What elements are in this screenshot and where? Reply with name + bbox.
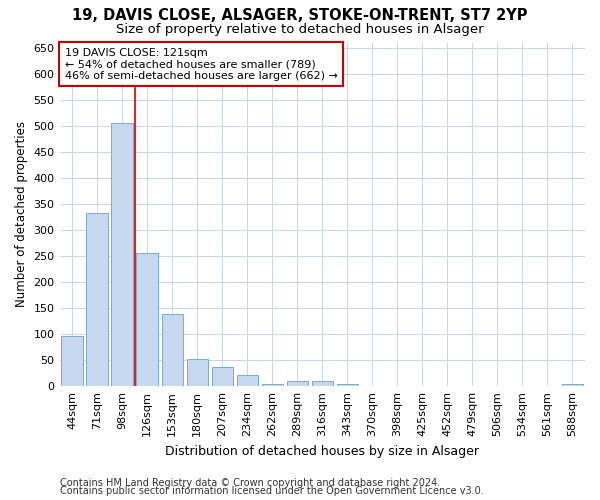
Y-axis label: Number of detached properties: Number of detached properties (15, 122, 28, 308)
Text: 19 DAVIS CLOSE: 121sqm
← 54% of detached houses are smaller (789)
46% of semi-de: 19 DAVIS CLOSE: 121sqm ← 54% of detached… (65, 48, 338, 81)
Text: Contains HM Land Registry data © Crown copyright and database right 2024.: Contains HM Land Registry data © Crown c… (60, 478, 440, 488)
Bar (112, 123, 133, 386)
X-axis label: Distribution of detached houses by size in Alsager: Distribution of detached houses by size … (165, 444, 479, 458)
Bar (136, 254, 158, 386)
Bar (562, 384, 583, 386)
Text: Size of property relative to detached houses in Alsager: Size of property relative to detached ho… (116, 22, 484, 36)
Bar (61, 336, 83, 386)
Text: Contains public sector information licensed under the Open Government Licence v3: Contains public sector information licen… (60, 486, 484, 496)
Bar (337, 384, 358, 386)
Bar (161, 314, 183, 386)
Bar (187, 358, 208, 386)
Bar (262, 384, 283, 386)
Bar (287, 381, 308, 386)
Text: 19, DAVIS CLOSE, ALSAGER, STOKE-ON-TRENT, ST7 2YP: 19, DAVIS CLOSE, ALSAGER, STOKE-ON-TRENT… (72, 8, 528, 22)
Bar (311, 381, 333, 386)
Bar (236, 375, 258, 386)
Bar (86, 213, 108, 386)
Bar (212, 367, 233, 386)
